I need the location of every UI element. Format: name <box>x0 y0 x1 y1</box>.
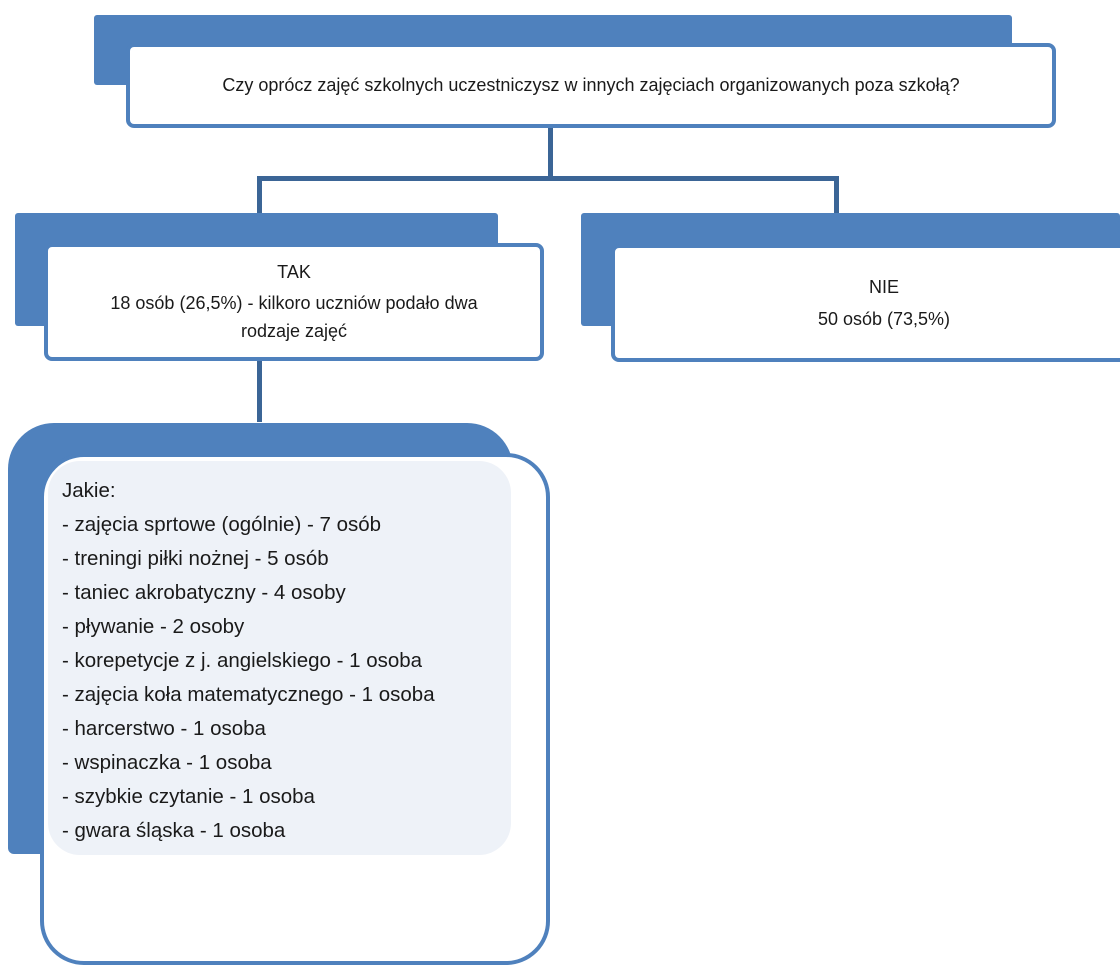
question-text: Czy oprócz zajęć szkolnych uczestniczysz… <box>222 75 960 95</box>
no-node <box>611 244 1120 362</box>
connector-horizontal <box>257 176 839 181</box>
list-item: - gwara śląska - 1 osoba <box>62 819 286 842</box>
no-detail: 50 osób (73,5%) <box>817 309 951 329</box>
list-item: - harcerstwo - 1 osoba <box>62 717 266 740</box>
question-node <box>126 43 1056 128</box>
list-item: - korepetycje z j. angielskiego - 1 osob… <box>62 649 423 672</box>
list-item: - treningi piłki nożnej - 5 osób <box>62 547 329 570</box>
no-node-content: NIE 50 osób (73,5%) <box>611 244 1120 362</box>
activities-list: Jakie: - zajęcia sprtowe (ogólnie) - 7 o… <box>62 474 435 848</box>
list-item: - zajęcia sprtowe (ogólnie) - 7 osób <box>62 513 382 536</box>
list-item: - zajęcia koła matematycznego - 1 osoba <box>62 683 435 706</box>
yes-detail-line2: rodzaje zajęć <box>240 321 348 341</box>
list-item: - szybkie czytanie - 1 osoba <box>62 785 315 808</box>
yes-label: TAK <box>277 262 311 282</box>
activities-tint <box>48 461 511 855</box>
connector-root-down <box>548 126 553 179</box>
yes-node-content: TAK 18 osób (26,5%) - kilkoro uczniów po… <box>44 243 544 361</box>
list-item: - wspinaczka - 1 osoba <box>62 751 272 774</box>
activities-heading: Jakie: <box>62 479 116 502</box>
yes-node <box>44 243 544 361</box>
connector-yes-to-activities <box>257 360 262 422</box>
list-item: - taniec akrobatyczny - 4 osoby <box>62 581 346 604</box>
list-item: - pływanie - 2 osoby <box>62 615 245 638</box>
yes-detail-line1: 18 osób (26,5%) - kilkoro uczniów podało… <box>110 293 478 313</box>
connector-to-no <box>834 176 839 214</box>
no-label: NIE <box>868 277 899 297</box>
connector-to-yes <box>257 176 262 214</box>
